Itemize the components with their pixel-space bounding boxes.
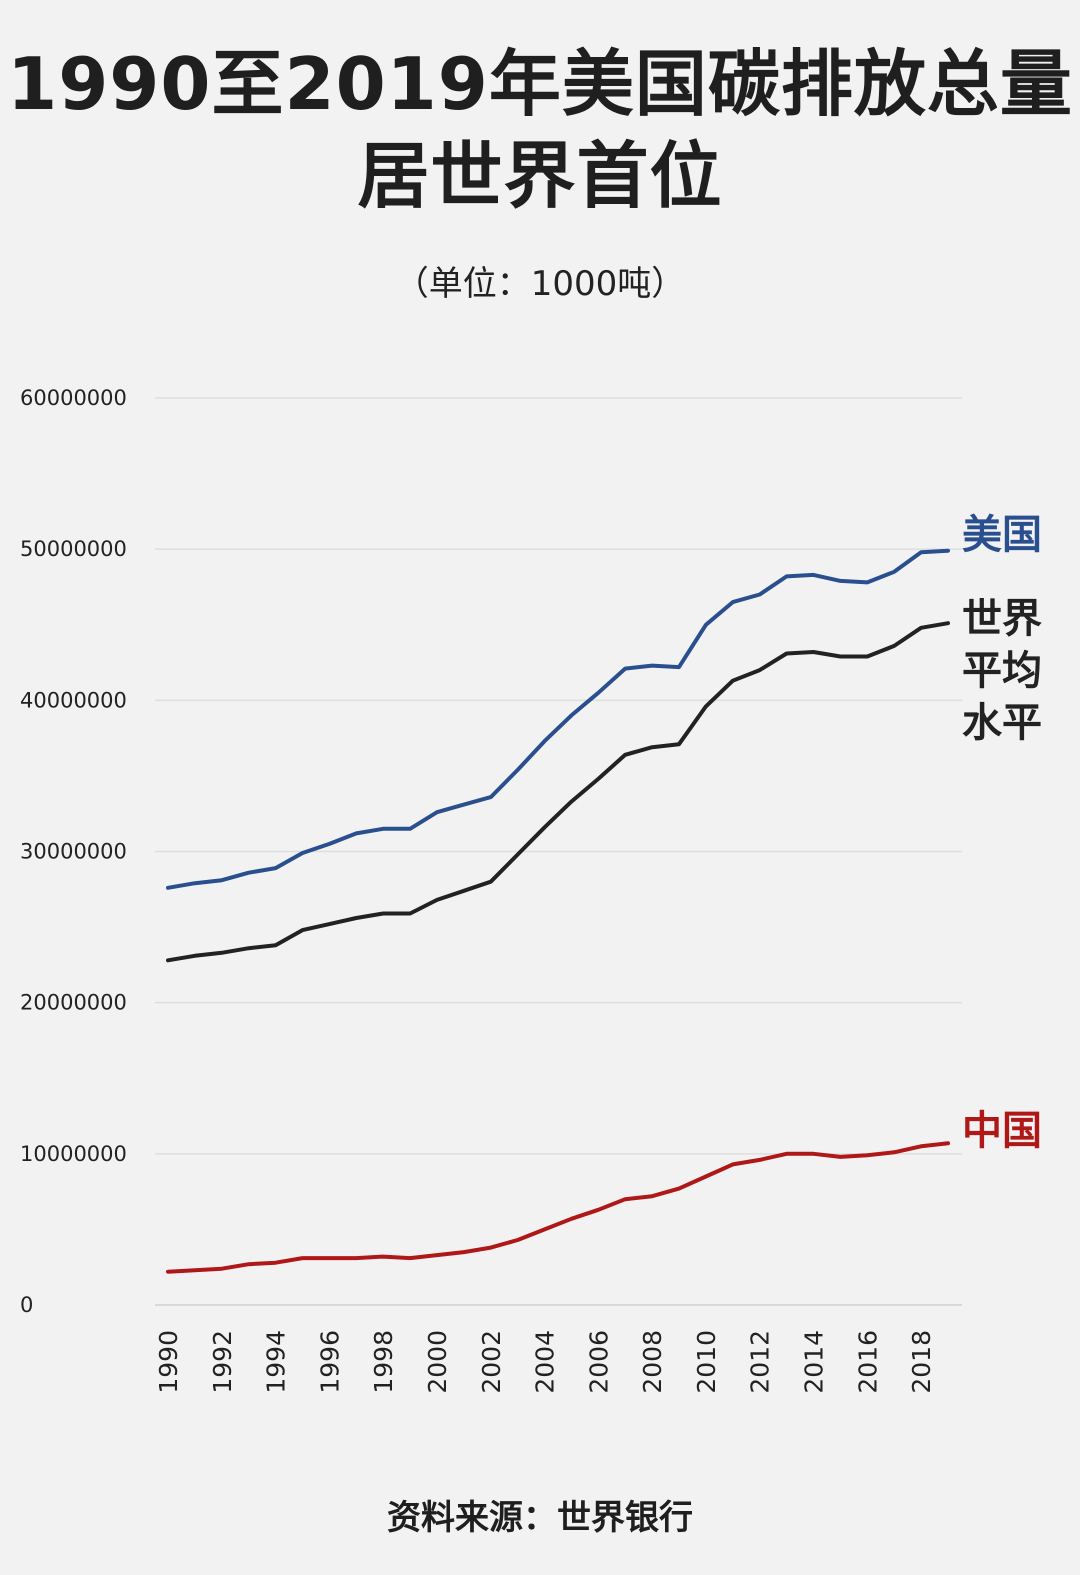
x-tick-label: 1990 (154, 1330, 183, 1394)
y-tick-label: 40000000 (20, 688, 127, 712)
series-label-0: 美国 (962, 511, 1042, 558)
series-label-1: 世界平均水平 (962, 595, 1042, 746)
x-tick-label: 2006 (584, 1330, 613, 1394)
x-tick-label: 2000 (423, 1330, 452, 1394)
x-tick-label: 2010 (692, 1330, 721, 1394)
unit-note: （单位：1000吨） (394, 264, 686, 304)
x-tick-label: 1996 (315, 1330, 344, 1394)
x-tick-label: 2004 (531, 1330, 560, 1394)
x-tick-label: 1992 (208, 1330, 237, 1394)
series-lines (166, 548, 950, 1274)
series-label-line: 美国 (962, 511, 1042, 558)
series-label-line: 中国 (962, 1107, 1042, 1154)
line-chart: 0 10000000 20000000 30000000 40000000 5000000… (20, 386, 1042, 1394)
x-axis-ticks: 1990 1992 1994 1996 1998 2000 2002 2004 2006 2008… (154, 1330, 936, 1394)
data-source: 资料来源：世界银行 (387, 1498, 693, 1538)
x-tick-label: 2008 (638, 1330, 667, 1394)
series-line-2 (166, 1141, 950, 1274)
y-tick-label: 30000000 (20, 840, 127, 864)
x-tick-label: 2002 (477, 1330, 506, 1394)
series-label-2: 中国 (962, 1107, 1042, 1154)
y-tick-label: 0 (20, 1293, 33, 1317)
series-label-line: 平均 (962, 647, 1042, 694)
x-tick-label: 2016 (853, 1330, 882, 1394)
series-label-line: 水平 (962, 699, 1042, 746)
x-tick-label: 1998 (369, 1330, 398, 1394)
x-tick-label: 1994 (262, 1330, 291, 1394)
chart-title-line-1: 1990至2019年美国碳排放总量 (7, 42, 1073, 126)
y-tick-label: 50000000 (20, 537, 127, 561)
chart-title: 1990至2019年美国碳排放总量 居世界首位 (0, 38, 1080, 222)
series-line-0 (166, 548, 950, 890)
y-tick-label: 20000000 (20, 991, 127, 1015)
grid-lines (155, 397, 962, 1306)
x-tick-label: 2012 (746, 1330, 775, 1394)
x-tick-label: 2018 (907, 1330, 936, 1394)
chart-title-line-2: 居世界首位 (357, 134, 723, 218)
y-axis-ticks: 0 10000000 20000000 30000000 40000000 5000000… (20, 386, 127, 1317)
y-tick-label: 10000000 (20, 1142, 127, 1166)
series-label-line: 世界 (962, 595, 1042, 642)
series-line-1 (166, 621, 950, 963)
y-tick-label: 60000000 (20, 386, 127, 410)
x-tick-label: 2014 (800, 1330, 829, 1394)
